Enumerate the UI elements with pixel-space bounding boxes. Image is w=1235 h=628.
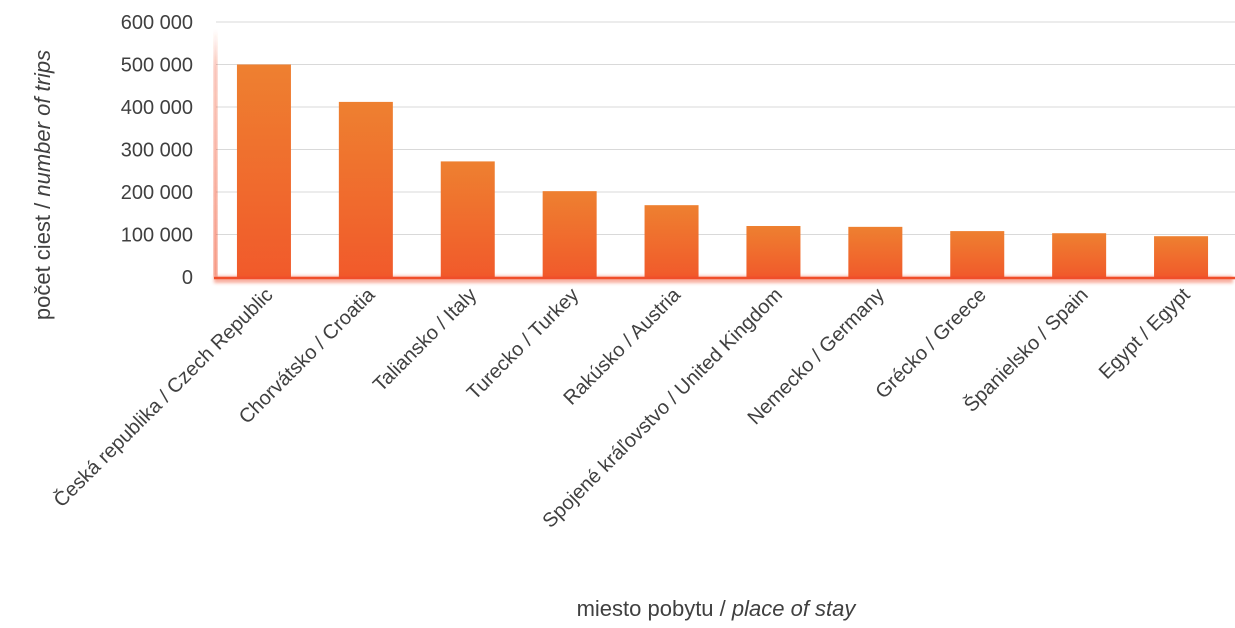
bar bbox=[644, 205, 699, 277]
bar bbox=[746, 226, 801, 277]
y-axis-title: počet ciest / number of trips bbox=[30, 50, 55, 320]
bars bbox=[236, 64, 1209, 278]
bar bbox=[440, 161, 495, 277]
bar bbox=[1052, 233, 1107, 277]
x-axis-glow bbox=[214, 276, 1233, 283]
y-tick-label: 0 bbox=[182, 267, 193, 289]
y-tick-label: 300 000 bbox=[121, 140, 193, 162]
y-axis-tick-labels: 0 100 000 200 000 300 000 400 000 500 000 600 … bbox=[121, 12, 193, 289]
axes bbox=[214, 30, 1235, 283]
bar bbox=[338, 101, 393, 278]
y-tick-label: 600 000 bbox=[121, 12, 193, 34]
bar bbox=[542, 191, 597, 277]
bar bbox=[950, 231, 1005, 277]
bar bbox=[848, 226, 903, 277]
x-axis-title-italic: place of stay bbox=[731, 596, 858, 621]
y-tick-label: 500 000 bbox=[121, 55, 193, 77]
y-tick-label: 400 000 bbox=[121, 97, 193, 119]
x-tick-label: Grécko / Greece bbox=[871, 284, 990, 403]
bar bbox=[236, 64, 291, 277]
x-axis-title-main: miesto pobytu / bbox=[577, 596, 732, 621]
y-tick-label: 100 000 bbox=[121, 225, 193, 247]
y-tick-label: 200 000 bbox=[121, 182, 193, 204]
x-tick-label: Česká republika / Czech Republic bbox=[49, 283, 278, 512]
y-axis-line bbox=[214, 30, 217, 277]
bar bbox=[1154, 236, 1209, 277]
x-axis-title: miesto pobytu / place of stay bbox=[577, 596, 858, 621]
x-axis-category-labels: Česká republika / Czech RepublicChorváts… bbox=[49, 283, 1195, 532]
x-tick-label: Taliansko / Italy bbox=[369, 284, 481, 396]
y-axis-title-italic: number of trips bbox=[30, 50, 55, 197]
y-axis-title-main: počet ciest / bbox=[30, 197, 55, 321]
x-tick-label: Turecko / Turkey bbox=[463, 284, 583, 404]
x-tick-label: Egypt / Egypt bbox=[1095, 284, 1195, 384]
